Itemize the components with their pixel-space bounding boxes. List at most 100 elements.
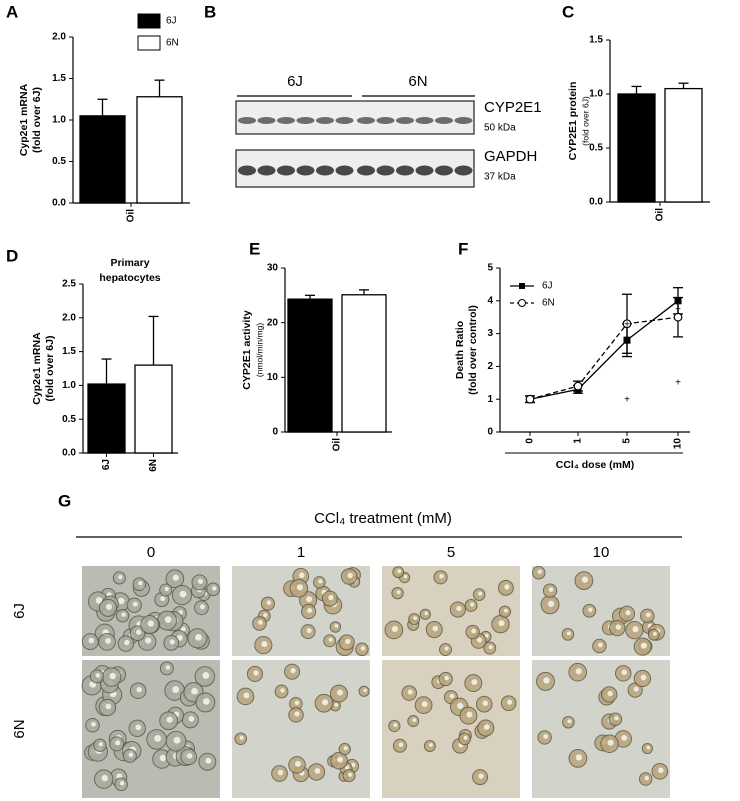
nucleus (483, 724, 490, 730)
nucleus (212, 586, 217, 591)
blot-band (415, 165, 434, 176)
point (622, 319, 632, 329)
nucleus (507, 699, 513, 705)
nucleus (328, 637, 333, 642)
chart-title: Primary (110, 257, 149, 269)
column-label: 10 (593, 544, 610, 561)
nucleus (645, 612, 651, 618)
y-axis-label: (fold over 6J) (31, 87, 43, 153)
annotation: + (675, 305, 681, 316)
nucleus (334, 624, 339, 628)
blot-band (238, 117, 256, 124)
bar (664, 87, 703, 203)
nucleus (478, 773, 484, 779)
legend-label: 6J (542, 281, 553, 292)
nucleus (466, 711, 473, 718)
nucleus (299, 572, 305, 579)
nucleus (258, 620, 263, 625)
y-axis-label: (fold over control) (467, 305, 479, 395)
nucleus (478, 591, 483, 596)
y-tick-label: 10 (267, 372, 279, 383)
error-bar (678, 82, 689, 89)
y-tick-label: 0.0 (589, 197, 603, 208)
nucleus (640, 674, 647, 681)
nucleus (334, 702, 339, 707)
nucleus (290, 668, 296, 674)
nucleus (621, 669, 627, 676)
y-tick-label: 1 (487, 394, 493, 405)
y-tick-label: 0.5 (52, 156, 66, 167)
nucleus (166, 716, 173, 723)
nucleus (117, 597, 125, 605)
panel-letter: A (6, 2, 18, 21)
micrograph (232, 660, 370, 798)
nucleus (439, 573, 444, 579)
y-tick-label: 20 (267, 317, 279, 328)
nucleus (296, 584, 303, 591)
micrograph (382, 566, 520, 657)
point (525, 394, 535, 404)
nucleus (202, 672, 210, 679)
nucleus (432, 625, 439, 632)
nucleus (243, 692, 250, 699)
legend-marker (518, 299, 526, 307)
bar (287, 298, 333, 433)
nucleus (118, 574, 123, 580)
blot-band (335, 165, 354, 176)
nucleus (424, 611, 429, 616)
row-label: 6J (11, 603, 28, 619)
nucleus (336, 689, 343, 696)
nucleus (294, 700, 300, 705)
group-label: 6J (287, 73, 303, 90)
nucleus (180, 626, 186, 632)
nucleus (614, 716, 619, 721)
nucleus (172, 574, 179, 581)
nucleus (449, 693, 455, 699)
nucleus (632, 626, 639, 633)
y-tick-label: 0.5 (589, 143, 603, 154)
nucleus (176, 634, 183, 641)
x-tick-label: 1 (573, 438, 584, 444)
nucleus (314, 768, 321, 774)
nucleus (318, 579, 323, 584)
x-tick-label: 5 (622, 438, 633, 444)
nucleus (173, 736, 181, 744)
blot-band (396, 165, 414, 176)
nucleus (294, 711, 300, 717)
nucleus (407, 689, 413, 695)
band-protein: GAPDH (484, 148, 537, 165)
nucleus (607, 739, 614, 746)
y-axis-label: CYP2E1 activity (241, 310, 253, 390)
nucleus (165, 665, 171, 670)
blot-band (357, 117, 375, 124)
nucleus (337, 756, 343, 763)
blot-band (376, 117, 395, 124)
error-bar (97, 98, 108, 116)
bar (136, 96, 183, 204)
nucleus (263, 612, 268, 618)
nucleus (105, 637, 112, 644)
y-tick-label: 1.5 (62, 346, 76, 357)
y-axis-label: (fold over 6J) (44, 336, 56, 402)
blot-band (376, 165, 395, 176)
micrograph (232, 566, 370, 657)
legend-marker (519, 283, 525, 289)
nucleus (537, 569, 542, 574)
nucleus (566, 631, 571, 636)
nucleus (188, 716, 195, 722)
nucleus (471, 628, 476, 634)
nucleus (646, 745, 651, 750)
y-axis-label: CYP2E1 protein (567, 82, 579, 161)
nucleus (396, 590, 401, 595)
nucleus (172, 686, 180, 693)
nucleus (88, 637, 95, 644)
nucleus (203, 698, 210, 705)
y-tick-label: 0.0 (62, 448, 76, 459)
bar (79, 115, 126, 204)
nucleus (195, 633, 202, 641)
nucleus (306, 628, 312, 634)
error-bar (359, 289, 369, 295)
nucleus (598, 642, 603, 648)
bar (341, 294, 387, 433)
